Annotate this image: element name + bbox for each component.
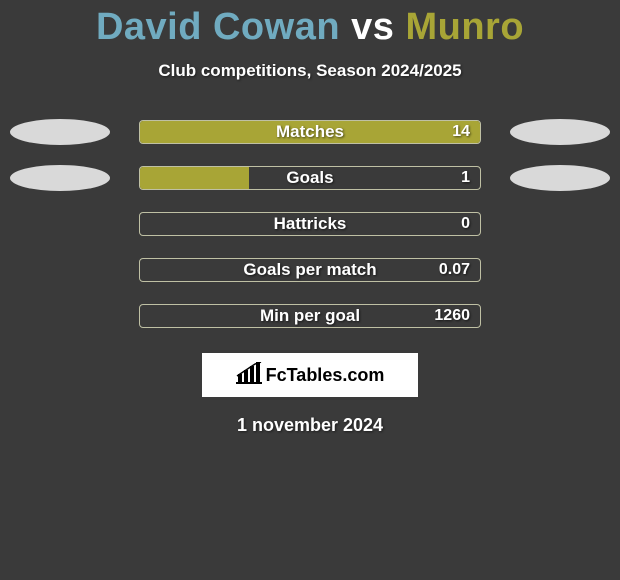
player2-name: Munro bbox=[405, 6, 524, 48]
date-text: 1 november 2024 bbox=[0, 415, 620, 436]
subtitle: Club competitions, Season 2024/2025 bbox=[0, 61, 620, 81]
player1-name: David Cowan bbox=[96, 6, 340, 48]
stat-label: Goals bbox=[286, 168, 333, 188]
stat-bar: Matches 14 bbox=[139, 120, 481, 144]
vs-text: vs bbox=[351, 6, 394, 48]
stat-row: Goals 1 bbox=[0, 155, 620, 201]
stat-bar: Hattricks 0 bbox=[139, 212, 481, 236]
stat-bar: Min per goal 1260 bbox=[139, 304, 481, 328]
player2-marker bbox=[510, 119, 610, 145]
player1-marker bbox=[10, 119, 110, 145]
logo: FcTables.com bbox=[236, 362, 385, 389]
player2-marker bbox=[510, 165, 610, 191]
stat-value: 0 bbox=[461, 215, 470, 233]
stat-label: Goals per match bbox=[243, 260, 376, 280]
logo-box: FcTables.com bbox=[202, 353, 418, 397]
page-title: David Cowan vs Munro bbox=[0, 0, 620, 49]
stat-label: Hattricks bbox=[274, 214, 347, 234]
bar-fill-left bbox=[140, 167, 249, 189]
stats-chart: Matches 14 Goals 1 Hattricks 0 Goals per match… bbox=[0, 109, 620, 339]
stat-row: Hattricks 0 bbox=[0, 201, 620, 247]
bar-chart-icon bbox=[236, 362, 262, 389]
stat-row: Goals per match 0.07 bbox=[0, 247, 620, 293]
stat-row: Min per goal 1260 bbox=[0, 293, 620, 339]
stat-value: 1 bbox=[461, 169, 470, 187]
stat-bar: Goals 1 bbox=[139, 166, 481, 190]
stat-value: 0.07 bbox=[439, 261, 470, 279]
player1-marker bbox=[10, 165, 110, 191]
logo-text: FcTables.com bbox=[266, 365, 385, 386]
stat-label: Matches bbox=[276, 122, 344, 142]
stat-bar: Goals per match 0.07 bbox=[139, 258, 481, 282]
stat-value: 14 bbox=[452, 123, 470, 141]
stat-row: Matches 14 bbox=[0, 109, 620, 155]
stat-value: 1260 bbox=[434, 307, 470, 325]
stat-label: Min per goal bbox=[260, 306, 360, 326]
